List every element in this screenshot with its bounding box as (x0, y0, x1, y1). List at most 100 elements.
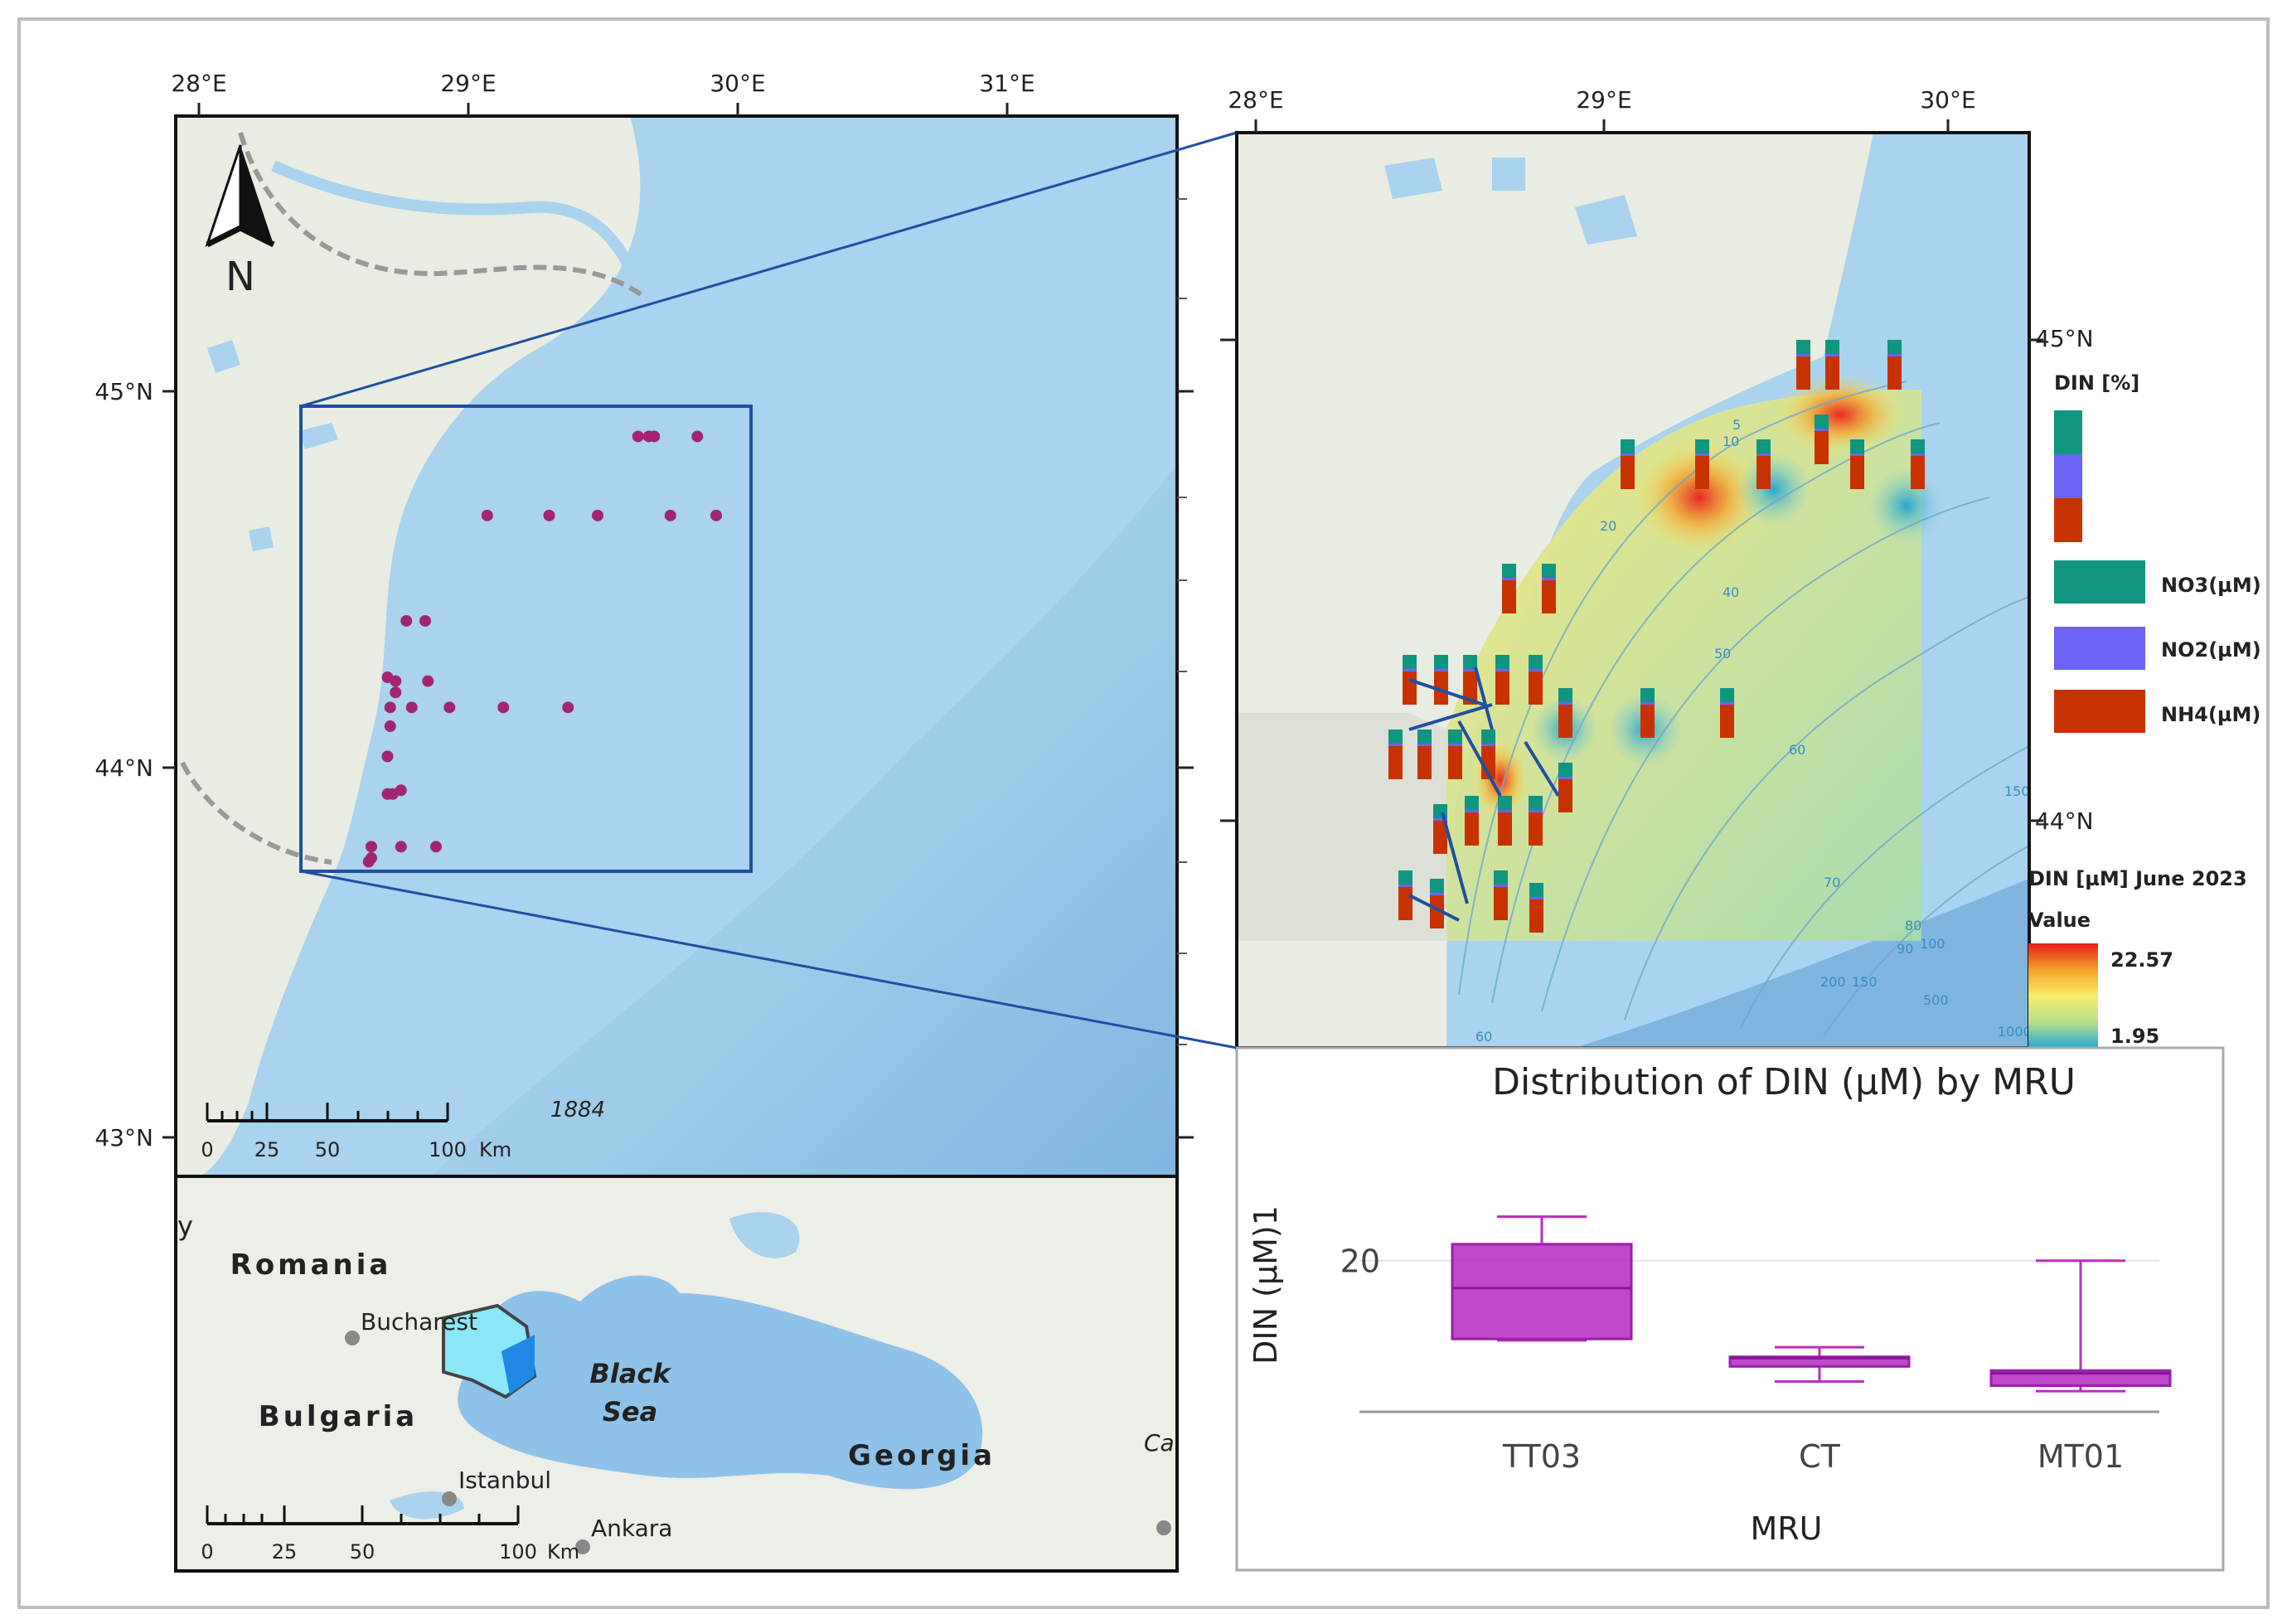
din-bar-nh4 (1529, 671, 1543, 705)
lon-label-31: 31°E (979, 70, 1034, 97)
din-bar-nh4 (1529, 812, 1543, 846)
zoom-lat-45: 45°N (2035, 325, 2094, 352)
din-bar-nh4 (1434, 671, 1448, 705)
box-iqr[interactable] (1451, 1243, 1633, 1340)
study-area-box[interactable] (299, 405, 753, 873)
din-cold-2 (1869, 468, 1944, 543)
contour-200: 200 (1820, 974, 1846, 990)
contour-50: 50 (1714, 646, 1731, 662)
inset-scale-50: 50 (350, 1540, 376, 1563)
din-bar-nh4 (1398, 887, 1412, 920)
din-bar-no3 (1542, 564, 1556, 578)
depth-contours (1458, 381, 2029, 1037)
contour-90: 90 (1897, 941, 1913, 957)
station-point (400, 614, 413, 627)
contour-150: 150 (2004, 783, 2030, 799)
din-bar-no3 (1796, 340, 1810, 354)
lon-label-29: 29°E (440, 70, 496, 97)
main-scale-25: 25 (254, 1138, 280, 1161)
main-scale-50: 50 (315, 1138, 341, 1161)
zoom-lon-ticks (1254, 119, 1950, 133)
din-bar-no3 (1417, 730, 1432, 744)
din-bar-no2 (1825, 354, 1839, 356)
contour-60: 60 (1789, 742, 1805, 758)
din-bar-no3 (1850, 439, 1864, 453)
legend-label-nh4: NH4(µM) (2161, 703, 2260, 726)
station-point (384, 720, 396, 733)
din-bar-no2 (1434, 669, 1448, 671)
din-bar-no2 (1911, 453, 1925, 456)
din-bar-nh4 (1640, 705, 1655, 738)
chart-y-tick-labels: 20 (1340, 1243, 1380, 1280)
north-arrow-icon: N (205, 144, 275, 300)
station-point (390, 675, 402, 687)
legend-swatch-no2 (2054, 627, 2145, 670)
din-bar-no2 (1542, 578, 1556, 580)
legend-din-title: DIN [µM] June 2023 (2028, 867, 2247, 890)
din-bar-nh4 (1695, 456, 1709, 489)
zoom-connector-top (300, 131, 1238, 408)
station-point (664, 509, 676, 521)
inset-scale-bar: 0 25 50 100 Km (201, 1505, 579, 1563)
din-bar-nh4 (1756, 456, 1771, 489)
legend: DIN [%] NO3(µM) NO2(µM) NH4(µM) DIN [µM]… (2028, 371, 2261, 1048)
din-bar-nh4 (1796, 356, 1810, 390)
din-bar-nh4 (1558, 779, 1572, 812)
bucharest-dot (345, 1331, 360, 1345)
contour-150b: 150 (1852, 974, 1878, 990)
din-bar-no2 (1495, 669, 1509, 671)
contour-70: 70 (1824, 875, 1840, 890)
din-bar-no3 (1463, 655, 1477, 669)
inset-scale-unit: Km (547, 1540, 579, 1563)
din-bar-no3 (1695, 439, 1709, 453)
din-bar-nh4 (1825, 356, 1839, 390)
lon-label-30: 30°E (710, 70, 765, 97)
din-bar-no2 (1398, 885, 1412, 887)
din-bar-nh4 (1463, 671, 1477, 705)
legend-percent-nh4 (2054, 498, 2082, 542)
station-point (419, 614, 431, 627)
din-bar-nh4 (1529, 899, 1543, 933)
legend-swatch-nh4 (2054, 690, 2145, 733)
din-bar-no2 (1887, 354, 1902, 356)
station-point (395, 841, 407, 853)
zoom-connector-bottom (300, 870, 1238, 1050)
din-bar-no3 (1481, 730, 1495, 744)
zoom-lon-30: 30°E (1920, 86, 1975, 114)
din-bar-nh4 (1465, 812, 1479, 846)
box-iqr[interactable] (1728, 1355, 1911, 1368)
chart-x-tick-labels: TT03 CT MT01 (1502, 1438, 2124, 1475)
contour-500: 500 (1923, 992, 1949, 1008)
legend-label-no2: NO2(µM) (2161, 638, 2261, 662)
din-bar-no3 (1529, 655, 1543, 669)
din-bar-no3 (1498, 796, 1512, 810)
label-istanbul: Istanbul (458, 1466, 551, 1494)
istanbul-dot (442, 1491, 457, 1506)
din-bar-no3 (1815, 414, 1829, 429)
station-points (362, 430, 722, 868)
label-ankara: Ankara (591, 1515, 672, 1542)
din-bar-nh4 (1887, 356, 1902, 390)
din-bar-no2 (1417, 744, 1432, 746)
din-bar-no3 (1558, 763, 1572, 777)
din-bar-nh4 (1502, 580, 1516, 613)
din-bar-no3 (1720, 688, 1734, 702)
boxplot-panel: Distribution of DIN (µM) by MRU MRU DIN … (1235, 1046, 2225, 1572)
contour-10: 10 (1723, 434, 1739, 449)
label-bulgaria: Bulgaria (259, 1400, 418, 1433)
station-point (632, 430, 644, 443)
label-romania: Romania (230, 1248, 392, 1282)
din-bar-no2 (1430, 893, 1444, 895)
station-point (366, 841, 377, 853)
din-bar-no2 (1448, 744, 1462, 746)
legend-percent-no3 (2054, 410, 2082, 454)
station-point (592, 509, 603, 521)
legend-max-value: 22.57 (2110, 948, 2173, 972)
contour-20: 20 (1600, 518, 1616, 534)
main-scale-0: 0 (201, 1138, 213, 1161)
din-bar-nh4 (1498, 812, 1512, 846)
chart-x-tick: CT (1799, 1438, 1841, 1475)
station-point (395, 784, 407, 797)
station-point (362, 856, 375, 868)
